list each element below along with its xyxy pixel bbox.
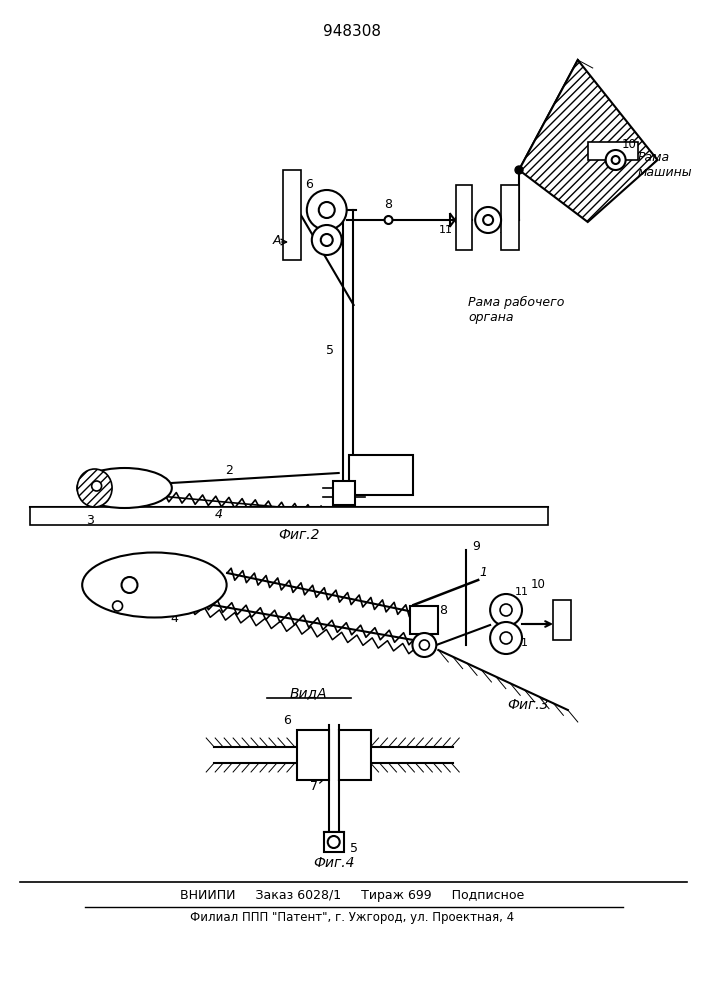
Text: Рама
машины: Рама машины bbox=[638, 151, 692, 179]
Circle shape bbox=[112, 601, 122, 611]
Circle shape bbox=[419, 640, 429, 650]
Text: 4: 4 bbox=[215, 508, 223, 522]
Text: ВНИИПИ     Заказ 6028/1     Тираж 699     Подписное: ВНИИПИ Заказ 6028/1 Тираж 699 Подписное bbox=[180, 888, 524, 902]
Ellipse shape bbox=[77, 468, 172, 508]
Circle shape bbox=[475, 207, 501, 233]
Text: 11: 11 bbox=[499, 225, 513, 235]
Bar bbox=[349, 455, 414, 495]
Bar bbox=[283, 170, 301, 260]
Text: A: A bbox=[273, 233, 281, 246]
Circle shape bbox=[92, 481, 102, 491]
Text: 7: 7 bbox=[287, 219, 295, 232]
Circle shape bbox=[312, 225, 341, 255]
Text: 9: 9 bbox=[472, 540, 480, 554]
Text: 8: 8 bbox=[385, 198, 392, 212]
Bar bbox=[297, 730, 329, 780]
Circle shape bbox=[515, 166, 523, 174]
Circle shape bbox=[500, 632, 512, 644]
Text: Рама рабочего
органа: Рама рабочего органа bbox=[468, 296, 565, 324]
Bar bbox=[333, 481, 355, 505]
Bar bbox=[30, 507, 548, 525]
Text: 3: 3 bbox=[86, 514, 93, 526]
Text: 1: 1 bbox=[404, 477, 412, 489]
Text: ВидA: ВидA bbox=[290, 686, 327, 700]
Bar bbox=[339, 730, 370, 780]
Bar bbox=[456, 185, 472, 250]
Text: Фиг.3: Фиг.3 bbox=[507, 698, 549, 712]
Text: Фиг.2: Фиг.2 bbox=[278, 528, 320, 542]
Text: 4: 4 bbox=[170, 611, 178, 624]
Text: 2: 2 bbox=[226, 464, 233, 477]
Circle shape bbox=[122, 577, 137, 593]
Text: 11: 11 bbox=[439, 225, 453, 235]
Bar bbox=[324, 832, 344, 852]
Bar bbox=[588, 142, 638, 160]
Polygon shape bbox=[519, 60, 658, 222]
Text: 6: 6 bbox=[283, 714, 291, 726]
Circle shape bbox=[328, 836, 339, 848]
Text: 6: 6 bbox=[305, 178, 312, 190]
Text: Фиг.4: Фиг.4 bbox=[313, 856, 354, 870]
Circle shape bbox=[319, 202, 334, 218]
Text: 11: 11 bbox=[515, 638, 529, 648]
Text: 11: 11 bbox=[515, 587, 529, 597]
Circle shape bbox=[490, 622, 522, 654]
Text: 10: 10 bbox=[530, 578, 545, 591]
Bar bbox=[501, 185, 519, 250]
Circle shape bbox=[612, 156, 619, 164]
Circle shape bbox=[321, 234, 333, 246]
Ellipse shape bbox=[82, 552, 227, 617]
Circle shape bbox=[500, 604, 512, 616]
Circle shape bbox=[483, 215, 493, 225]
Text: 1: 1 bbox=[479, 566, 487, 580]
Circle shape bbox=[307, 190, 346, 230]
Circle shape bbox=[490, 594, 522, 626]
Circle shape bbox=[385, 216, 392, 224]
Text: 3: 3 bbox=[104, 564, 112, 576]
Text: 7: 7 bbox=[310, 780, 318, 794]
Text: 10: 10 bbox=[622, 138, 637, 151]
Text: Филиал ППП "Патент", г. Ужгород, ул. Проектная, 4: Филиал ППП "Патент", г. Ужгород, ул. Про… bbox=[189, 912, 514, 924]
Circle shape bbox=[412, 633, 436, 657]
Circle shape bbox=[606, 150, 626, 170]
Text: 8: 8 bbox=[439, 603, 448, 616]
Text: 5: 5 bbox=[350, 842, 358, 854]
Text: 948308: 948308 bbox=[322, 24, 380, 39]
Ellipse shape bbox=[77, 469, 112, 507]
Bar bbox=[553, 600, 571, 640]
Text: 2: 2 bbox=[195, 576, 203, 588]
Text: 5: 5 bbox=[326, 344, 334, 357]
Bar bbox=[411, 606, 438, 634]
